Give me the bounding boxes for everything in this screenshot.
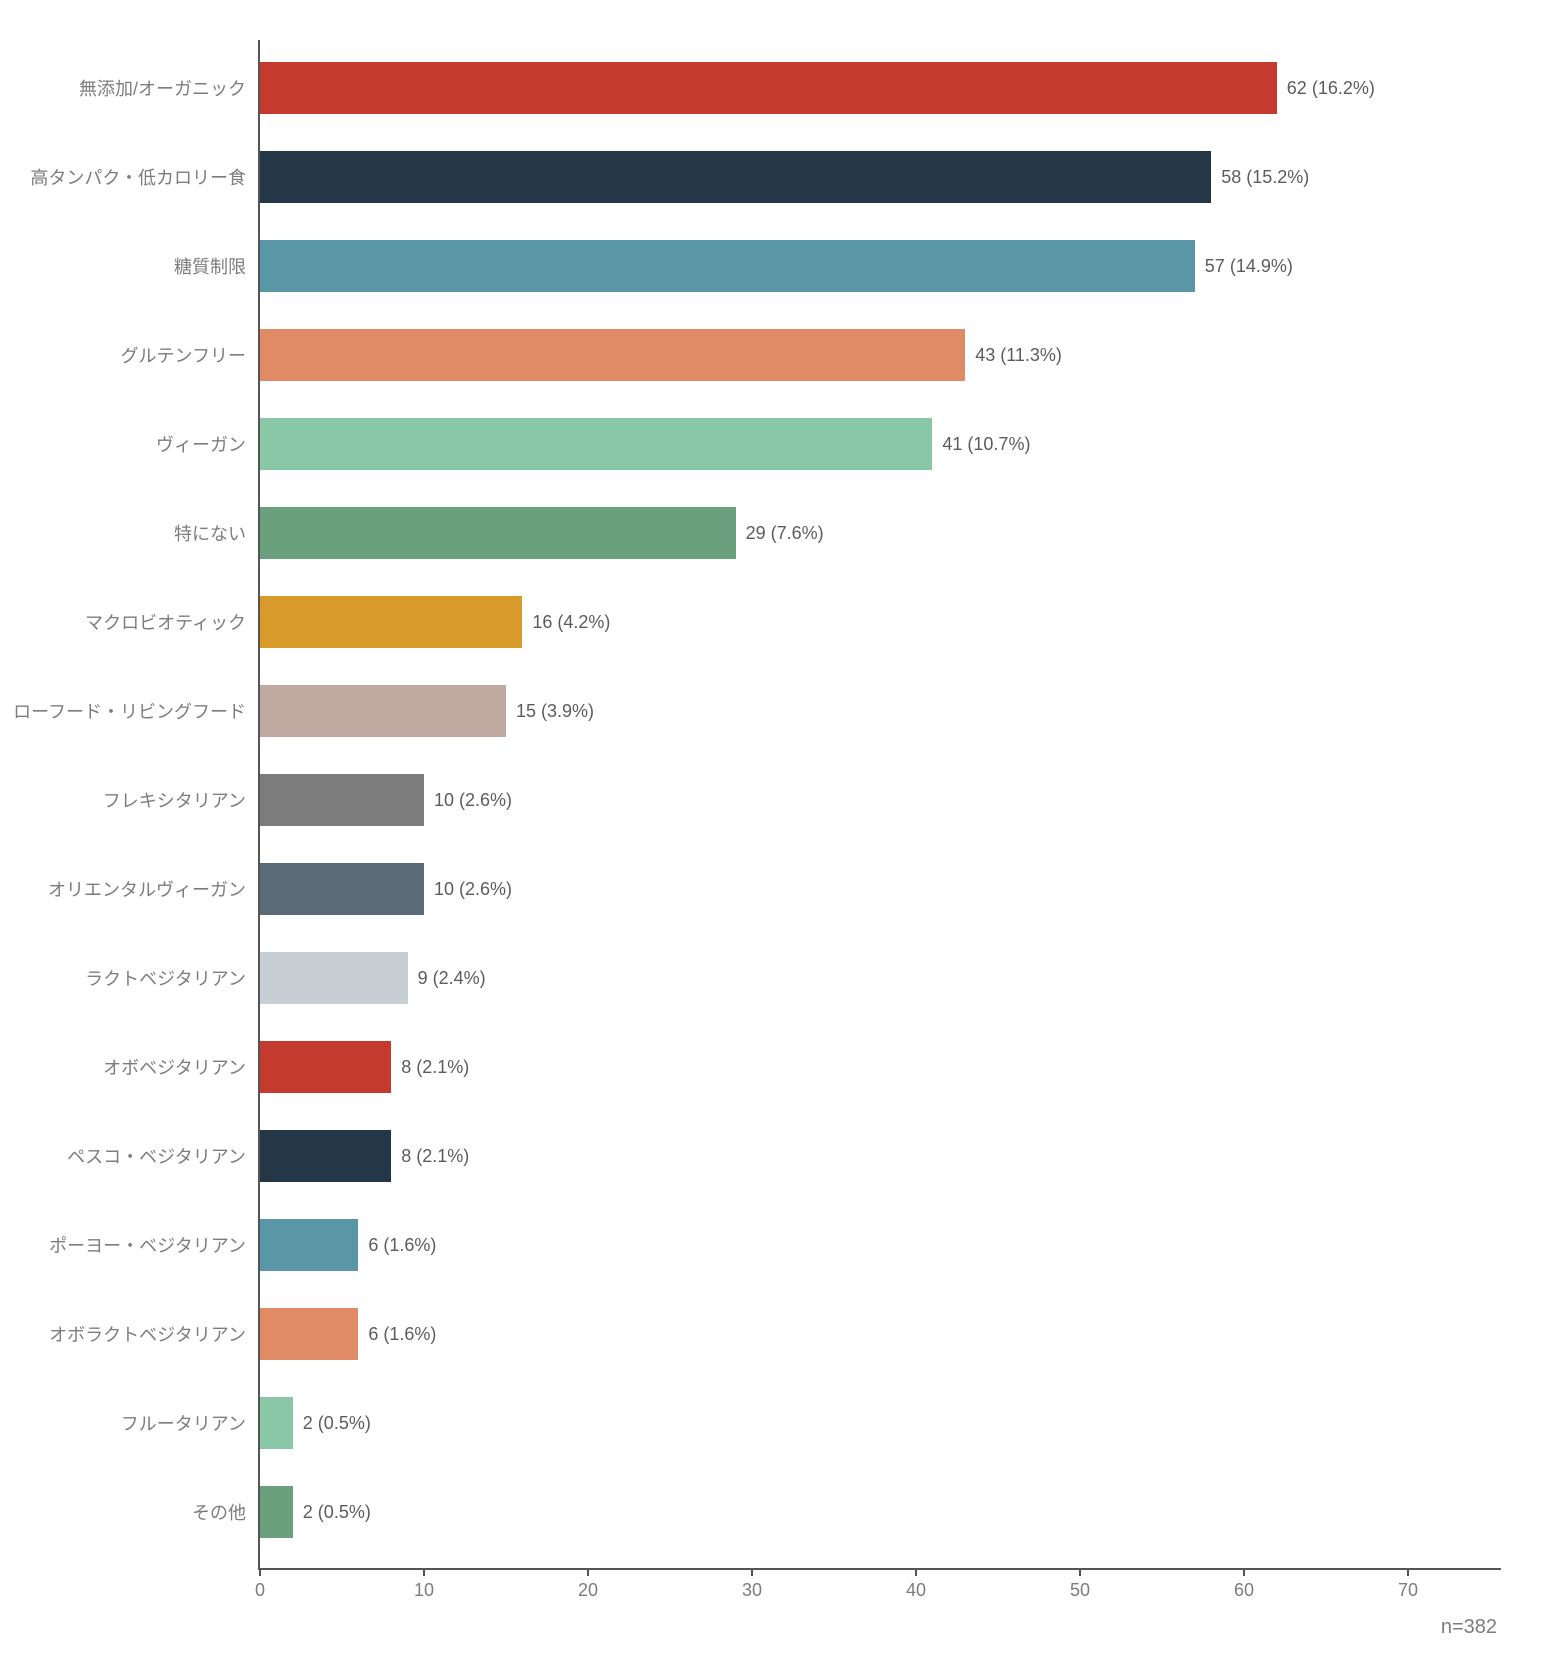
sample-size-footer: n=382 bbox=[0, 1616, 1501, 1639]
category-label: 糖質制限 bbox=[174, 253, 260, 279]
bar-row: ポーヨー・ベジタリアン6 (1.6%) bbox=[260, 1219, 1501, 1271]
x-tick bbox=[1079, 1568, 1081, 1576]
category-label: ポーヨー・ベジタリアン bbox=[49, 1232, 260, 1258]
bar-row: フレキシタリアン10 (2.6%) bbox=[260, 774, 1501, 826]
x-tick-label: 30 bbox=[742, 1580, 762, 1601]
value-label: 41 (10.7%) bbox=[942, 434, 1030, 455]
category-label: 無添加/オーガニック bbox=[79, 75, 260, 101]
bar-row: オリエンタルヴィーガン10 (2.6%) bbox=[260, 863, 1501, 915]
value-label: 16 (4.2%) bbox=[532, 612, 610, 633]
value-label: 57 (14.9%) bbox=[1205, 256, 1293, 277]
bar bbox=[260, 1219, 358, 1271]
value-label: 43 (11.3%) bbox=[975, 345, 1062, 366]
x-tick bbox=[915, 1568, 917, 1576]
value-label: 8 (2.1%) bbox=[401, 1057, 469, 1078]
category-label: 特にない bbox=[174, 520, 260, 546]
bar-row: その他2 (0.5%) bbox=[260, 1486, 1501, 1538]
bar bbox=[260, 1397, 293, 1449]
category-label: オリエンタルヴィーガン bbox=[48, 876, 260, 902]
bar bbox=[260, 62, 1277, 114]
bar bbox=[260, 863, 424, 915]
bar bbox=[260, 151, 1211, 203]
value-label: 9 (2.4%) bbox=[418, 968, 486, 989]
category-label: フレキシタリアン bbox=[103, 787, 260, 813]
bar-row: 高タンパク・低カロリー食58 (15.2%) bbox=[260, 151, 1501, 203]
bar-row: 糖質制限57 (14.9%) bbox=[260, 240, 1501, 292]
bar-row: ローフード・リビングフード15 (3.9%) bbox=[260, 685, 1501, 737]
bar-row: 特にない29 (7.6%) bbox=[260, 507, 1501, 559]
value-label: 62 (16.2%) bbox=[1287, 78, 1375, 99]
category-label: グルテンフリー bbox=[121, 342, 260, 368]
plot-area: 010203040506070無添加/オーガニック62 (16.2%)高タンパク… bbox=[258, 40, 1501, 1570]
x-tick-label: 0 bbox=[255, 1580, 265, 1601]
x-tick bbox=[587, 1568, 589, 1576]
bar bbox=[260, 418, 932, 470]
x-tick bbox=[423, 1568, 425, 1576]
bar-row: ラクトベジタリアン9 (2.4%) bbox=[260, 952, 1501, 1004]
x-tick bbox=[259, 1568, 261, 1576]
category-label: 高タンパク・低カロリー食 bbox=[30, 164, 260, 190]
x-tick bbox=[1243, 1568, 1245, 1576]
x-tick bbox=[751, 1568, 753, 1576]
value-label: 6 (1.6%) bbox=[368, 1324, 436, 1345]
category-label: ヴィーガン bbox=[156, 431, 260, 457]
value-label: 15 (3.9%) bbox=[516, 701, 594, 722]
bar bbox=[260, 685, 506, 737]
bar bbox=[260, 507, 736, 559]
value-label: 29 (7.6%) bbox=[746, 523, 824, 544]
value-label: 2 (0.5%) bbox=[303, 1413, 371, 1434]
bar bbox=[260, 774, 424, 826]
x-tick-label: 10 bbox=[414, 1580, 434, 1601]
category-label: マクロビオティック bbox=[85, 609, 260, 635]
category-label: オボベジタリアン bbox=[103, 1054, 260, 1080]
x-tick-label: 20 bbox=[578, 1580, 598, 1601]
bar bbox=[260, 1486, 293, 1538]
bar bbox=[260, 329, 965, 381]
bar-row: ペスコ・ベジタリアン8 (2.1%) bbox=[260, 1130, 1501, 1182]
category-label: ペスコ・ベジタリアン bbox=[67, 1143, 260, 1169]
x-tick-label: 50 bbox=[1070, 1580, 1090, 1601]
bar-chart: 010203040506070無添加/オーガニック62 (16.2%)高タンパク… bbox=[0, 40, 1501, 1639]
bar-row: グルテンフリー43 (11.3%) bbox=[260, 329, 1501, 381]
value-label: 10 (2.6%) bbox=[434, 879, 512, 900]
bar-row: オボラクトベジタリアン6 (1.6%) bbox=[260, 1308, 1501, 1360]
x-tick bbox=[1407, 1568, 1409, 1576]
bar-row: フルータリアン2 (0.5%) bbox=[260, 1397, 1501, 1449]
bar bbox=[260, 240, 1195, 292]
bar-row: マクロビオティック16 (4.2%) bbox=[260, 596, 1501, 648]
x-tick-label: 70 bbox=[1398, 1580, 1418, 1601]
value-label: 8 (2.1%) bbox=[401, 1146, 469, 1167]
value-label: 58 (15.2%) bbox=[1221, 167, 1309, 188]
bar-row: ヴィーガン41 (10.7%) bbox=[260, 418, 1501, 470]
category-label: ローフード・リビングフード bbox=[13, 698, 260, 724]
bar bbox=[260, 1308, 358, 1360]
bar bbox=[260, 1130, 391, 1182]
value-label: 2 (0.5%) bbox=[303, 1502, 371, 1523]
category-label: ラクトベジタリアン bbox=[85, 965, 260, 991]
value-label: 10 (2.6%) bbox=[434, 790, 512, 811]
value-label: 6 (1.6%) bbox=[368, 1235, 436, 1256]
category-label: フルータリアン bbox=[121, 1410, 260, 1436]
bar bbox=[260, 1041, 391, 1093]
category-label: オボラクトベジタリアン bbox=[49, 1321, 260, 1347]
bar bbox=[260, 952, 408, 1004]
bar-row: オボベジタリアン8 (2.1%) bbox=[260, 1041, 1501, 1093]
bar-row: 無添加/オーガニック62 (16.2%) bbox=[260, 62, 1501, 114]
category-label: その他 bbox=[192, 1499, 260, 1525]
bar bbox=[260, 596, 522, 648]
x-tick-label: 40 bbox=[906, 1580, 926, 1601]
x-tick-label: 60 bbox=[1234, 1580, 1254, 1601]
